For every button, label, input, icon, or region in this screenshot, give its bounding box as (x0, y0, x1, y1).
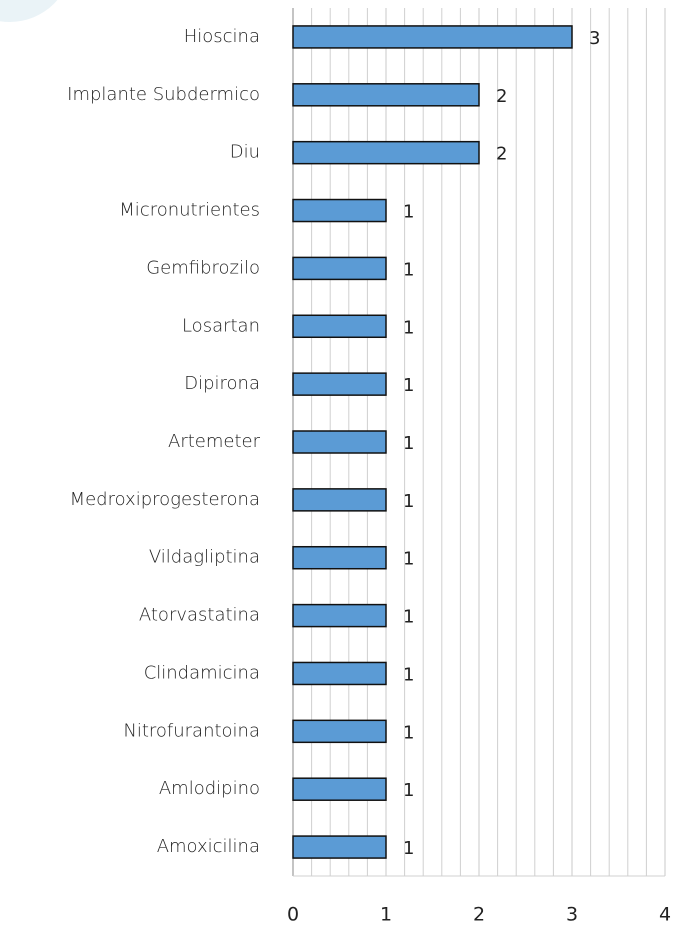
y-tick-label: Medroxiprogesterona (70, 489, 260, 510)
data-label: 1 (403, 722, 414, 743)
bar (292, 545, 387, 570)
bar (292, 835, 387, 859)
bar (292, 488, 387, 512)
data-label: 1 (403, 664, 414, 685)
x-tick-label: 4 (659, 904, 671, 925)
y-tick-label: Nitrofurantoina (123, 720, 260, 741)
data-label: 1 (403, 375, 414, 396)
y-tick-label: Amlodipino (159, 778, 260, 799)
bar (292, 140, 480, 165)
y-tick-label: Dipirona (184, 373, 260, 394)
bar (292, 25, 573, 49)
bar (292, 430, 387, 454)
y-tick-label: Gemfibrozilo (146, 257, 260, 278)
x-tick-label: 2 (473, 904, 485, 925)
decoration (0, 0, 58, 22)
y-tick-label: Diu (230, 142, 260, 163)
bar (292, 372, 387, 396)
y-tick-label: Micronutrientes (119, 200, 260, 221)
y-tick-label: Amoxicilina (157, 836, 260, 857)
bar (292, 314, 387, 339)
data-label: 3 (589, 28, 600, 49)
data-label: 1 (403, 607, 414, 628)
x-tick-label: 3 (566, 904, 578, 925)
data-label: 1 (403, 202, 414, 223)
y-tick-label: Clindamicina (144, 662, 260, 683)
bar (292, 719, 387, 744)
bar (292, 603, 387, 628)
x-tick-label: 1 (380, 904, 392, 925)
data-label: 1 (403, 549, 414, 570)
data-label: 2 (496, 86, 507, 107)
bar (292, 83, 480, 107)
data-label: 1 (403, 317, 414, 338)
data-label: 2 (496, 144, 507, 165)
data-label: 1 (403, 259, 414, 280)
bar (292, 256, 387, 281)
data-label: 1 (403, 433, 414, 454)
bar (292, 661, 387, 686)
x-tick-label: 0 (287, 904, 299, 925)
y-tick-label: Atorvastatina (139, 605, 260, 626)
y-tick-label: Hioscina (184, 26, 260, 47)
data-label: 1 (403, 491, 414, 512)
y-tick-label: Artemeter (168, 431, 261, 452)
data-label: 1 (403, 780, 414, 801)
y-tick-label: Vildagliptina (149, 547, 260, 568)
bar (292, 777, 387, 801)
bar (292, 198, 387, 223)
y-tick-label: Losartan (182, 315, 260, 336)
y-tick-label: Implante Subdermico (67, 84, 260, 105)
data-label: 1 (403, 838, 414, 859)
